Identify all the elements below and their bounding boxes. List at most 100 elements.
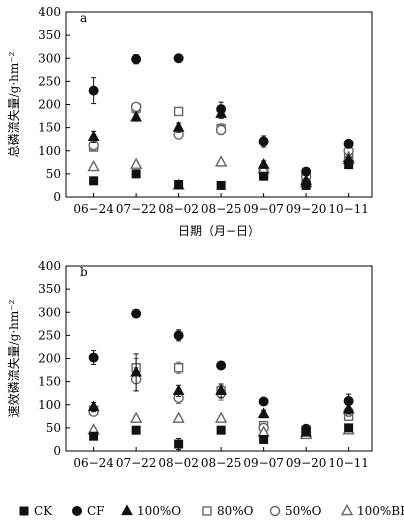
legend-marker bbox=[340, 503, 354, 516]
data-point-cf bbox=[258, 396, 269, 407]
y-tick-label: 200 bbox=[38, 98, 61, 112]
y-tick-label: 200 bbox=[38, 352, 61, 366]
y-tick-label: 400 bbox=[38, 5, 61, 19]
y-tick-label: 150 bbox=[38, 375, 61, 389]
data-point-100pct-o bbox=[215, 107, 227, 118]
legend-marker bbox=[202, 506, 212, 516]
legend-label: 100%O bbox=[137, 504, 181, 518]
x-tick-label: 10−11 bbox=[328, 456, 369, 470]
series-cf bbox=[88, 53, 354, 177]
data-point-ck bbox=[259, 171, 269, 181]
y-tick-label: 250 bbox=[38, 328, 61, 342]
data-point-100pct-o bbox=[342, 402, 355, 414]
series-ck bbox=[89, 423, 354, 451]
data-point-100pct-o bbox=[130, 365, 142, 377]
data-point-ck bbox=[131, 425, 141, 435]
data-point-100pct-bb bbox=[87, 159, 100, 172]
data-point-80pct-o bbox=[173, 106, 184, 117]
legend: CK CF 100%O 80%O 50%O 100%BB bbox=[19, 503, 404, 518]
x-tick-label: 07−22 bbox=[116, 202, 157, 216]
plot-frame bbox=[65, 11, 373, 198]
data-point-100pct-o bbox=[300, 425, 312, 437]
panel-label: b bbox=[80, 265, 88, 279]
data-point-100pct-bb bbox=[214, 411, 228, 423]
y-tick-label: 0 bbox=[53, 190, 61, 204]
series-ck bbox=[89, 160, 354, 190]
data-point-cf bbox=[88, 85, 99, 96]
data-point-ck bbox=[259, 434, 269, 444]
data-point-100pct-o bbox=[87, 400, 100, 412]
data-point-100pct-o bbox=[300, 174, 312, 185]
data-point-100pct-o bbox=[215, 384, 227, 395]
x-tick-label: 08−25 bbox=[201, 456, 242, 470]
x-tick-label: 06−24 bbox=[73, 202, 114, 216]
data-point-ck bbox=[89, 431, 99, 441]
y-tick-label: 300 bbox=[38, 305, 61, 319]
y-tick-label: 50 bbox=[46, 421, 61, 435]
data-point-cf bbox=[173, 53, 184, 64]
data-point-ck bbox=[216, 425, 226, 435]
legend-item: 50%O bbox=[269, 504, 322, 518]
data-point-50pct-o bbox=[215, 124, 227, 136]
data-point-100pct-o bbox=[257, 157, 270, 169]
data-point-100pct-o bbox=[87, 130, 100, 141]
legend-item: 100%BB bbox=[340, 503, 404, 518]
data-point-80pct-o bbox=[173, 363, 184, 373]
data-point-100pct-o bbox=[172, 120, 185, 132]
x-tick-label: 06−24 bbox=[73, 456, 114, 470]
y-tick-label: 100 bbox=[38, 398, 61, 412]
series-100pct-o bbox=[87, 353, 355, 437]
data-point-cf bbox=[88, 352, 99, 363]
legend-label: 100%BB bbox=[357, 504, 404, 518]
data-point-100pct-o bbox=[257, 407, 270, 419]
y-tick-label: 300 bbox=[38, 51, 61, 65]
x-tick-label: 09−20 bbox=[286, 456, 327, 470]
data-point-ck bbox=[174, 180, 184, 190]
data-point-100pct-bb bbox=[129, 157, 143, 169]
x-tick-label: 07−22 bbox=[116, 456, 157, 470]
data-point-cf bbox=[131, 54, 142, 65]
legend-item: CK bbox=[19, 504, 53, 518]
data-point-100pct-bb bbox=[172, 411, 185, 423]
data-point-100pct-bb bbox=[129, 411, 143, 423]
legend-label: CK bbox=[34, 504, 53, 518]
x-tick-label: 10−11 bbox=[328, 202, 369, 216]
data-point-cf bbox=[216, 360, 227, 371]
legend-item: 100%O bbox=[121, 504, 181, 518]
legend-marker bbox=[72, 506, 82, 516]
y-tick-label: 50 bbox=[46, 167, 61, 181]
y-axis-label: 总磷流失量/g·hm⁻² bbox=[6, 51, 21, 157]
data-point-ck bbox=[174, 439, 184, 449]
data-point-ck bbox=[344, 423, 354, 433]
x-tick-label: 08−02 bbox=[158, 456, 199, 470]
plot-frame bbox=[65, 265, 373, 452]
data-point-100pct-bb bbox=[214, 155, 228, 167]
series-100pct-o bbox=[87, 107, 355, 185]
legend-marker bbox=[121, 504, 133, 516]
data-point-cf bbox=[343, 138, 354, 149]
legend-marker bbox=[19, 506, 29, 516]
y-tick-label: 350 bbox=[38, 282, 61, 296]
data-point-ck bbox=[131, 169, 141, 179]
y-tick-label: 100 bbox=[38, 144, 61, 158]
y-tick-label: 250 bbox=[38, 74, 61, 88]
x-tick-label: 09−07 bbox=[243, 202, 284, 216]
x-tick-label: 08−02 bbox=[158, 202, 199, 216]
legend-marker bbox=[269, 505, 281, 517]
y-tick-label: 0 bbox=[53, 444, 61, 458]
y-tick-label: 150 bbox=[38, 121, 61, 135]
x-tick-label: 09−07 bbox=[243, 456, 284, 470]
data-point-cf bbox=[173, 330, 184, 341]
legend-label: CF bbox=[87, 504, 105, 518]
x-axis-label: 日期（月−日） bbox=[178, 224, 260, 238]
legend-item: CF bbox=[72, 504, 105, 518]
legend-label: 80%O bbox=[217, 504, 254, 518]
data-point-100pct-o bbox=[342, 153, 355, 165]
legend-label: 50%O bbox=[285, 504, 322, 518]
data-point-ck bbox=[89, 176, 99, 186]
data-point-ck bbox=[216, 180, 226, 190]
data-point-50pct-o bbox=[130, 101, 142, 113]
